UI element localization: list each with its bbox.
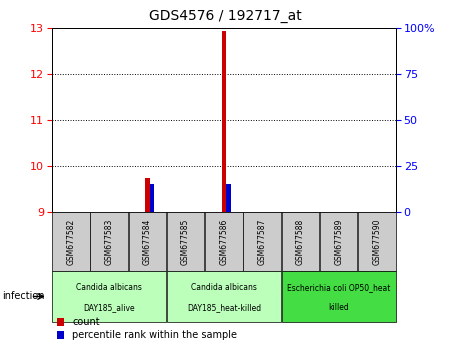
Text: GSM677585: GSM677585 [181, 218, 190, 265]
Bar [282, 271, 396, 322]
Bar [150, 184, 154, 212]
Text: GSM677586: GSM677586 [220, 218, 228, 265]
Legend: count, percentile rank within the sample: count, percentile rank within the sample [57, 318, 237, 340]
Text: GSM677587: GSM677587 [257, 218, 266, 265]
Bar [167, 212, 204, 271]
Text: GSM677584: GSM677584 [143, 218, 152, 265]
Bar [320, 212, 357, 271]
Bar [52, 271, 166, 322]
Bar [226, 184, 231, 212]
Text: killed: killed [328, 303, 349, 312]
Text: GDS4576 / 192717_at: GDS4576 / 192717_at [148, 9, 302, 23]
Text: GSM677590: GSM677590 [373, 218, 382, 265]
Text: DAY185_heat-killed: DAY185_heat-killed [187, 303, 261, 312]
Text: DAY185_alive: DAY185_alive [83, 303, 135, 312]
Text: infection: infection [2, 291, 45, 302]
Bar [243, 212, 281, 271]
Bar [145, 178, 150, 212]
Bar [282, 212, 319, 271]
Bar [52, 212, 90, 271]
Bar [167, 271, 281, 322]
Bar [205, 212, 243, 271]
Text: Candida albicans: Candida albicans [76, 283, 142, 292]
Bar [358, 212, 396, 271]
Bar [221, 31, 226, 212]
Text: GSM677582: GSM677582 [67, 218, 76, 265]
Bar [129, 212, 166, 271]
Bar [90, 212, 128, 271]
Text: GSM677588: GSM677588 [296, 218, 305, 265]
Text: GSM677583: GSM677583 [104, 218, 113, 265]
Text: GSM677589: GSM677589 [334, 218, 343, 265]
Text: Escherichia coli OP50_heat: Escherichia coli OP50_heat [287, 283, 390, 292]
Text: Candida albicans: Candida albicans [191, 283, 257, 292]
